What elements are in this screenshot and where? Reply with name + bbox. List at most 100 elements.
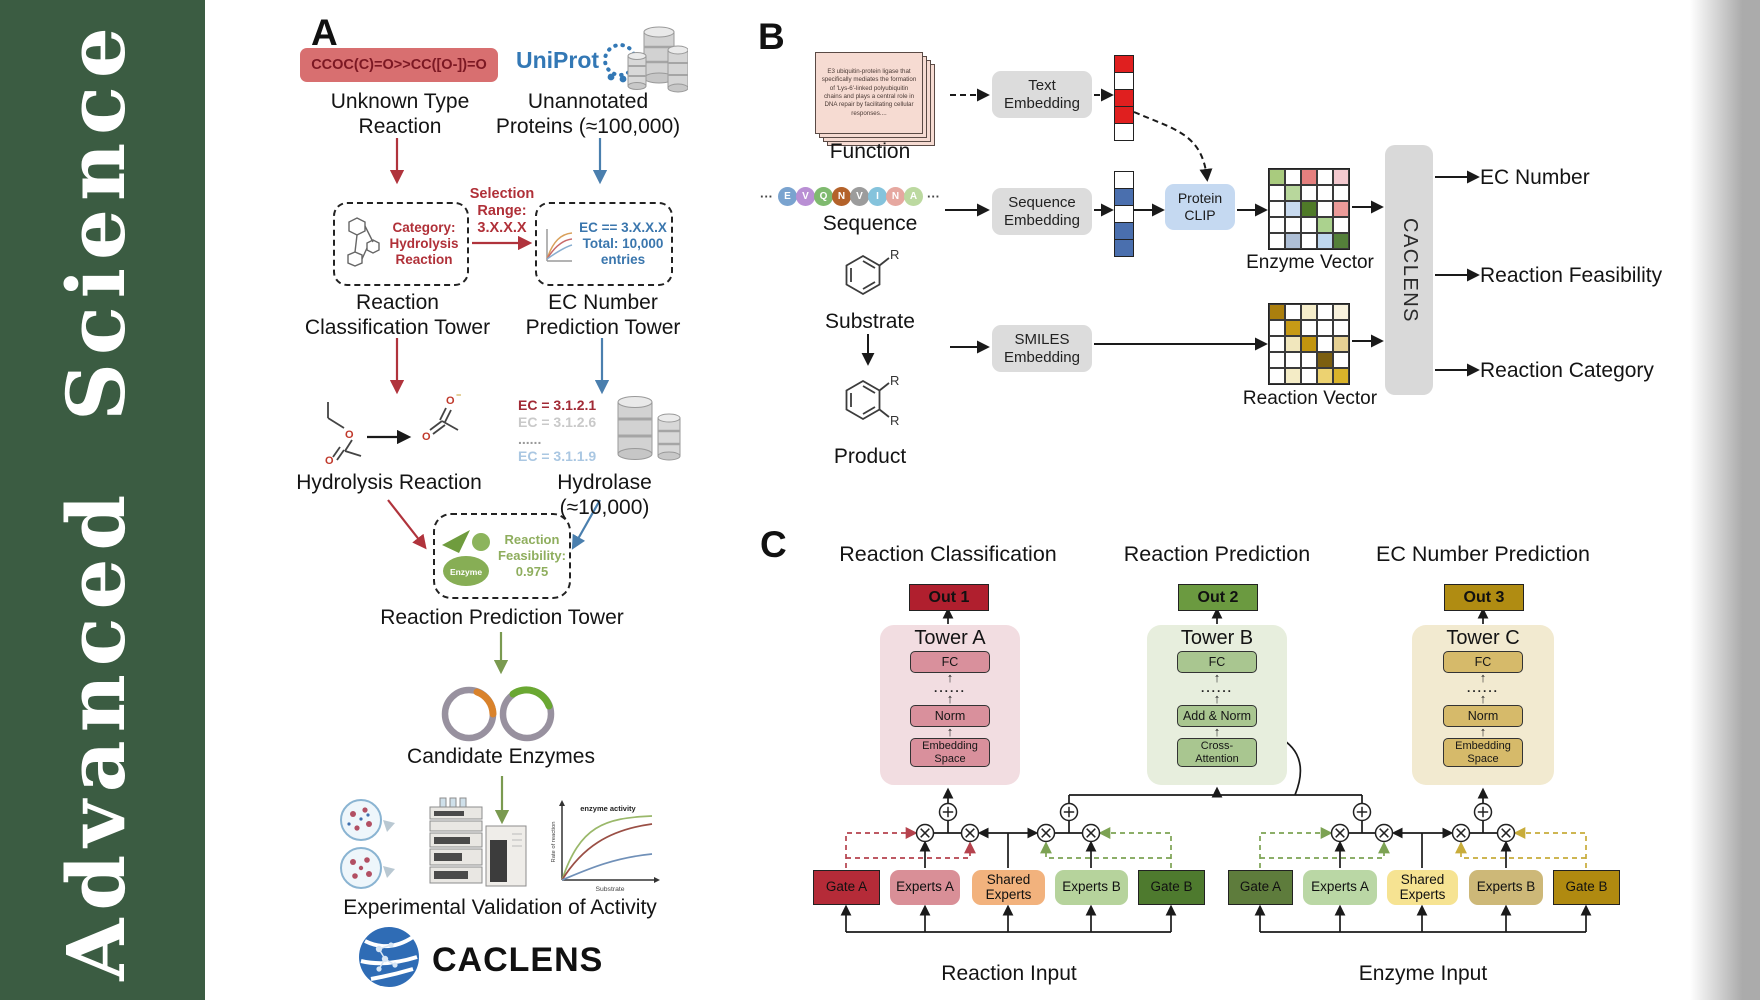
substrate-molecule-icon: R: [845, 247, 899, 296]
acetate-molecule-icon: O − O: [422, 390, 461, 443]
svg-text:O: O: [325, 455, 334, 464]
residue-circle: V: [796, 187, 815, 206]
multiply-node-icon: [1330, 823, 1350, 843]
matrix-cell: [1268, 200, 1286, 218]
caclens-wordmark: CACLENS: [432, 941, 604, 979]
up-arrow-icon: ↑: [946, 724, 954, 739]
matrix-cell: [1115, 205, 1133, 222]
matrix-cell: [1316, 232, 1334, 250]
matrix-cell: [1284, 216, 1302, 234]
matrix-cell: [1115, 222, 1133, 239]
matrix-cell: [1284, 168, 1302, 186]
tower-dots: ......: [1200, 681, 1233, 695]
add-node-icon: [938, 802, 958, 822]
enzyme-input-caption: Enzyme Input: [1358, 962, 1488, 985]
matrix-cell: [1316, 168, 1334, 186]
ec-selection-box: EC == 3.X.X.X Total: 10,000 entries: [535, 202, 673, 286]
candidate-enzymes-caption: Candidate Enzymes: [407, 745, 595, 768]
tower-b: Tower B FC ↑ ...... ↑ Add & Norm ↑ Cross…: [1147, 625, 1287, 785]
matrix-cell: [1268, 319, 1286, 337]
journal-banner: Advanced Science: [0, 0, 205, 1000]
multiply-node-icon: [1374, 823, 1394, 843]
matrix-cell: [1268, 367, 1286, 385]
enzyme-icon-label: Enzyme: [450, 567, 482, 577]
matrix-cell: [1300, 335, 1318, 353]
module2-experts-a: Experts A: [1303, 870, 1377, 905]
matrix-cell: [1300, 303, 1318, 321]
matrix-cell: [1300, 216, 1318, 234]
up-arrow-icon: ↑: [1479, 691, 1487, 706]
module2-gate-b: Gate B: [1553, 870, 1620, 905]
out-3-box: Out 3: [1444, 584, 1524, 611]
experimental-validation-caption: Experimental Validation of Activity: [343, 896, 657, 919]
substrate-caption: Substrate: [825, 310, 915, 333]
tower-a: Tower A FC ↑ ...... ↑ Norm ↑ Embedding S…: [880, 625, 1020, 785]
matrix-cell: [1332, 367, 1350, 385]
matrix-cell: [1332, 168, 1350, 186]
residue-circle: V: [850, 187, 869, 206]
multiply-node-icon: [915, 823, 935, 843]
matrix-cell: [1284, 200, 1302, 218]
caclens-logo-icon: [359, 927, 419, 987]
matrix-cell: [1300, 168, 1318, 186]
multiply-node-icon: [960, 823, 980, 843]
matrix-cell: [1268, 216, 1286, 234]
caclens-bar-label: CACLENS: [1398, 217, 1421, 323]
uniprot-logo-text: UniProt: [516, 47, 599, 73]
mini-curves-icon: [546, 229, 573, 262]
plasmid-icons: [441, 686, 555, 742]
module1-experts-b: Experts B: [1055, 870, 1128, 905]
reaction-smiles-chip: CCOC(C)=O>>CC([O-])=O: [300, 48, 498, 82]
plot-ylabel: Rate of reaction: [551, 822, 557, 863]
product-molecule-icon: R R: [845, 373, 899, 428]
up-arrow-icon: ↑: [1213, 724, 1221, 739]
matrix-cell: [1284, 335, 1302, 353]
matrix-cell: [1300, 351, 1318, 369]
ec-box-text: EC == 3.X.X.X Total: 10,000 entries: [579, 219, 667, 268]
matrix-cell: [1268, 168, 1286, 186]
function-card-text: E3 ubiquitin-protein ligase that specifi…: [821, 67, 917, 117]
ec-item: EC = 3.1.1.9: [518, 448, 597, 464]
matrix-cell: [1115, 123, 1133, 140]
up-arrow-icon: ↑: [1213, 691, 1221, 706]
journal-title: Advanced Science: [49, 19, 143, 981]
feasibility-box: Enzyme Reaction Feasibility: 0.975: [433, 513, 571, 599]
svg-text:O: O: [422, 431, 431, 443]
plot-title: enzyme activity: [580, 804, 636, 813]
matrix-cell: [1332, 232, 1350, 250]
hydrolysis-reaction-caption: Hydrolysis Reaction: [296, 471, 482, 494]
header-reaction-prediction: Reaction Prediction: [1123, 542, 1311, 566]
matrix-cell: [1332, 335, 1350, 353]
add-node-icon: [1473, 802, 1493, 822]
product-caption: Product: [833, 445, 907, 468]
ec-item: EC = 3.1.2.6: [518, 414, 597, 430]
sequence-caption: Sequence: [822, 212, 918, 235]
matrix-cell: [1332, 184, 1350, 202]
matrix-cell: [1316, 184, 1334, 202]
hplc-instrument-icon: [429, 797, 527, 887]
add-norm-box: Add & Norm: [1177, 705, 1257, 727]
matrix-cell: [1300, 367, 1318, 385]
unannotated-proteins-caption: Unannotated Proteins (≈100,000): [495, 90, 681, 138]
module2-shared-experts: Shared Experts: [1387, 870, 1458, 905]
add-node-icon: [1352, 802, 1372, 822]
hydrolase-database-icon: [617, 396, 681, 461]
matrix-cell: [1316, 335, 1334, 353]
matrix-cell: [1284, 232, 1302, 250]
kinetics-plot: enzyme activity Rate of reaction Substra…: [551, 800, 660, 893]
matrix-cell: [1284, 351, 1302, 369]
residue-circle: A: [904, 187, 923, 206]
category-box-text: Category: Hydrolysis Reaction: [389, 219, 459, 268]
matrix-cell: [1115, 106, 1133, 123]
svg-text:O: O: [345, 429, 354, 441]
fc-box: FC: [910, 651, 990, 673]
module2-experts-b: Experts B: [1469, 870, 1543, 905]
multiply-node-icon: [1451, 823, 1471, 843]
ec-item: ......: [518, 431, 542, 447]
multiply-node-icon: [1496, 823, 1516, 843]
uniprot-database-icon: UniProt: [516, 26, 688, 93]
out-1-box: Out 1: [909, 584, 989, 611]
gating-nodes: [915, 802, 1516, 843]
embedding-space-box: Embedding Space: [1443, 738, 1523, 767]
